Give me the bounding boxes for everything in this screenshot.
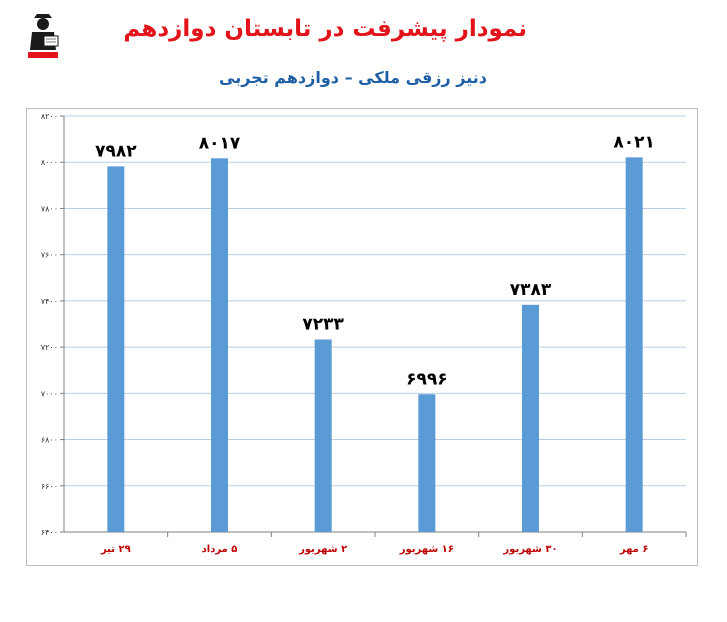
category-label: ۲ شهریور bbox=[298, 544, 347, 555]
y-tick-label: ۷۲۰۰ bbox=[41, 343, 58, 352]
y-tick-label: ۸۰۰۰ bbox=[41, 158, 58, 167]
gridlines bbox=[64, 115, 686, 533]
value-label: ۷۲۳۳ bbox=[302, 314, 344, 334]
y-tick-label: ۷۶۰۰ bbox=[41, 251, 58, 260]
bar bbox=[522, 304, 539, 532]
category-label: ۱۶ شهریور bbox=[399, 544, 454, 555]
value-labels: ۷۹۸۲ ۸۰۱۷ ۷۲۳۳ ۶۹۹۶ ۷۳۸۳ ۸۰۲۱ bbox=[95, 132, 655, 389]
y-tick-label: ۷۴۰۰ bbox=[41, 297, 58, 306]
page-subtitle: دنیز رزقی ملکی – دوازدهم تجربی bbox=[219, 68, 487, 87]
y-tick-label: ۷۰۰۰ bbox=[41, 389, 58, 398]
bar bbox=[314, 339, 332, 532]
value-label: ۶۹۹۶ bbox=[406, 369, 448, 389]
category-label: ۲۹ تیر bbox=[100, 544, 131, 555]
category-label: ۶ مهر bbox=[619, 544, 649, 555]
y-axis: ۶۴۰۰ ۶۶۰۰ ۶۸۰۰ ۷۰۰۰ ۷۲۰۰ ۷۴۰۰ ۷۶۰۰ ۷۸۰۰ ۸۰۰۰ ۸۲۰۰ bbox=[41, 112, 687, 537]
bar bbox=[107, 166, 125, 533]
bar bbox=[418, 394, 436, 532]
bar bbox=[625, 157, 643, 532]
category-label: ۵ مرداد bbox=[202, 544, 238, 555]
y-tick-label: ۶۸۰۰ bbox=[41, 436, 58, 445]
y-tick-label: ۶۶۰۰ bbox=[41, 482, 58, 491]
page-title: نمودار پیشرفت در تابستان دوازدهم bbox=[123, 16, 527, 42]
category-labels: ۲۹ تیر ۵ مرداد ۲ شهریور ۱۶ شهریور ۳۰ شهریور ۶… bbox=[100, 544, 649, 555]
bar bbox=[211, 158, 228, 532]
y-tick-label: ۶۴۰۰ bbox=[41, 528, 58, 537]
bars bbox=[107, 157, 643, 533]
value-label: ۸۰۲۱ bbox=[613, 132, 655, 152]
category-label: ۳۰ شهریور bbox=[502, 544, 557, 555]
chart-frame bbox=[26, 108, 698, 566]
bar-chart: ۶۴۰۰ ۶۶۰۰ ۶۸۰۰ ۷۰۰۰ ۷۲۰۰ ۷۴۰۰ ۷۶۰۰ ۷۸۰۰ ۸۰۰۰ ۸۲۰۰… bbox=[41, 112, 687, 555]
value-label: ۷۳۸۳ bbox=[510, 280, 552, 300]
student-mascot-logo bbox=[26, 12, 60, 58]
y-tick-label: ۷۸۰۰ bbox=[41, 204, 58, 213]
y-tick-label: ۸۲۰۰ bbox=[41, 112, 58, 121]
value-label: ۷۹۸۲ bbox=[95, 141, 137, 161]
value-label: ۸۰۱۷ bbox=[199, 133, 241, 153]
